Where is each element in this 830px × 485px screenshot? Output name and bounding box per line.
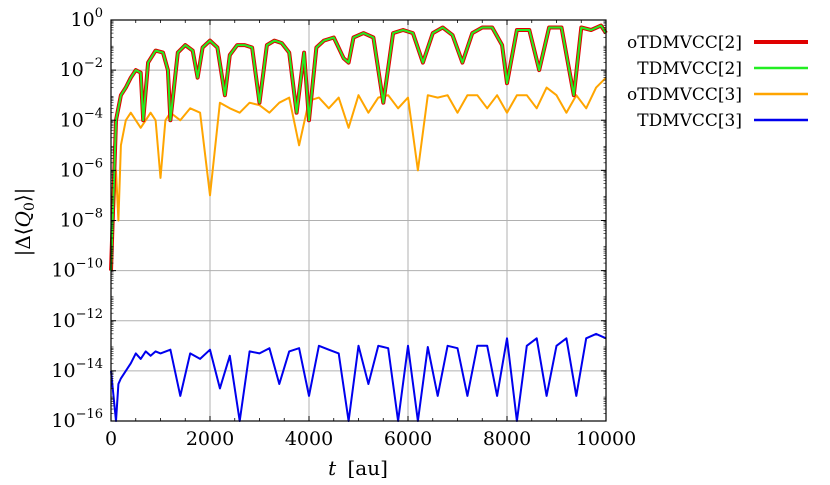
y-tick-label: 10−8 <box>60 207 103 232</box>
legend-label: oTDMVCC[3] <box>627 85 742 105</box>
x-tick-label: 4000 <box>285 428 333 450</box>
series-line-otdmvcc3 <box>110 76 607 271</box>
x-tick-label: 10000 <box>576 428 636 450</box>
y-axis-label-sub: 0 <box>22 202 38 211</box>
legend-label: TDMVCC[3] <box>637 111 742 131</box>
y-tick-label: 10−10 <box>51 257 103 282</box>
y-axis-label-var: Q <box>11 211 35 227</box>
x-tick-label: 6000 <box>384 428 432 450</box>
y-tick-label: 10−6 <box>60 156 103 181</box>
tick-labels: 0 2000 4000 6000 8000 10000 100 10−2 10−4 10−6 10−… <box>51 6 636 450</box>
legend-label: TDMVCC[2] <box>637 59 742 79</box>
legend-label: oTDMVCC[2] <box>627 33 742 53</box>
plot-frame <box>110 19 607 422</box>
x-axis-label-var: t <box>328 456 337 480</box>
series-lines <box>109 23 608 422</box>
y-tick-label: 10−4 <box>60 106 103 131</box>
y-axis-label-left: |Δ⟨ <box>11 227 36 256</box>
x-axis-label-unit: [au] <box>347 456 387 480</box>
y-tick-label: 10−12 <box>51 307 103 332</box>
legend: oTDMVCC[2] TDMVCC[2] oTDMVCC[3] TDMVCC[3] <box>627 33 808 131</box>
series-line-tdmvcc3 <box>110 332 607 422</box>
axes <box>110 19 607 422</box>
y-tick-label: 10−16 <box>51 407 103 432</box>
grid <box>111 20 606 421</box>
x-tick-label: 8000 <box>483 428 531 450</box>
series-line-tdmvcc2 <box>110 24 607 271</box>
y-axis-label: |Δ⟨Q0⟩| <box>11 188 38 257</box>
x-tick-label: 2000 <box>186 428 234 450</box>
y-tick-label: 10−2 <box>60 56 103 81</box>
x-tick-label: 0 <box>105 428 117 450</box>
y-axis-label-right: ⟩| <box>11 188 36 203</box>
x-axis-label: t [au] <box>328 456 388 480</box>
series-line-otdmvcc2 <box>109 23 608 271</box>
y-tick-label: 100 <box>71 6 103 31</box>
y-tick-label: 10−14 <box>51 357 103 382</box>
